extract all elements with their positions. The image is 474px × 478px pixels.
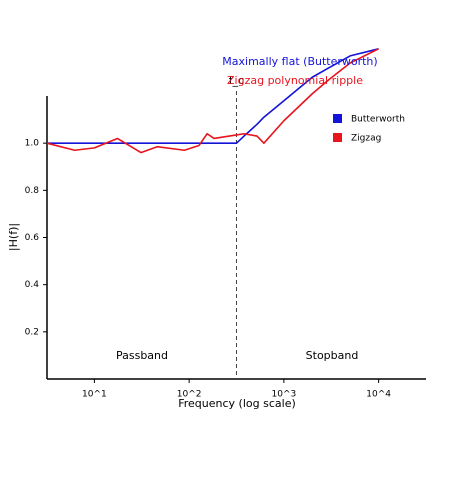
annotation: Maximally flat (Butterworth) <box>222 55 377 68</box>
legend-label: Zigzag <box>351 134 381 144</box>
y-tick-label: 1.0 <box>25 139 40 149</box>
legend-swatch <box>333 114 342 123</box>
y-tick-label: 0.2 <box>25 327 39 337</box>
annotation: Zigzag polynomial ripple <box>227 74 363 87</box>
x-tick-label: 10^1 <box>82 390 107 400</box>
cutoff-label: f_c <box>229 74 244 87</box>
series-line <box>47 48 379 144</box>
series-line <box>46 48 379 154</box>
annotation: Stopband <box>306 349 359 362</box>
y-tick-label: 0.4 <box>25 280 40 290</box>
y-axis-label: |H(f)| <box>7 223 20 251</box>
x-tick-label: 10^4 <box>366 390 391 400</box>
x-tick-label: 10^2 <box>177 390 202 400</box>
legend-swatch <box>333 133 342 142</box>
legend-label: Butterworth <box>351 115 405 125</box>
annotation: Passband <box>116 349 168 362</box>
y-tick-label: 0.6 <box>25 233 40 243</box>
x-axis-label: Frequency (log scale) <box>178 397 296 410</box>
y-tick-label: 0.8 <box>25 186 40 196</box>
x-tick-label: 10^3 <box>272 390 297 400</box>
